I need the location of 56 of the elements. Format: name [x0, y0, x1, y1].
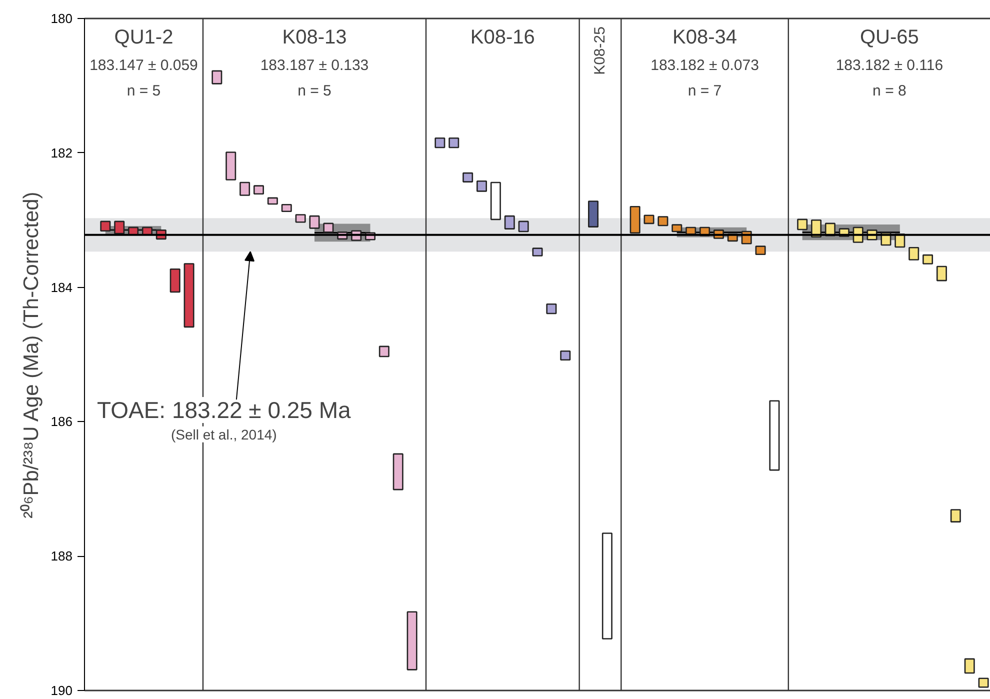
bar — [212, 70, 222, 84]
bar — [978, 678, 989, 688]
bar — [184, 263, 194, 328]
bar — [630, 206, 640, 234]
bar — [504, 215, 515, 230]
bar — [448, 137, 460, 148]
bar — [658, 216, 668, 226]
bar — [560, 350, 571, 361]
y-tick-label: 182 — [50, 145, 73, 160]
bar — [267, 197, 278, 205]
bar — [936, 266, 947, 282]
bar — [490, 182, 501, 220]
bar — [964, 658, 975, 674]
bar — [378, 346, 390, 358]
bar — [518, 220, 529, 232]
bar — [240, 182, 250, 196]
bar — [950, 509, 961, 522]
bar — [392, 453, 404, 490]
y-tick-label: 190 — [50, 683, 73, 698]
bar — [226, 152, 236, 180]
legend-label: TOAE: 183.22 ± 0.25 Ma — [96, 397, 352, 424]
bar — [755, 246, 766, 256]
annotation: QU-65 183.182 ± 0.116 n = 8 — [836, 26, 944, 100]
y-axis-title: ²⁰⁶Pb/²³⁸U Age (Ma) (Th-Corrected) — [20, 192, 43, 518]
y-tick-label: 188 — [50, 548, 73, 564]
bar — [406, 611, 418, 670]
y-tick-label: 186 — [50, 414, 73, 430]
bar — [476, 180, 487, 192]
bar — [253, 185, 264, 195]
bar — [100, 220, 111, 232]
y-tick-label: 180 — [50, 11, 73, 26]
bar — [281, 204, 292, 212]
bar — [532, 248, 543, 256]
bar — [462, 172, 474, 182]
bar — [797, 218, 808, 230]
bar — [170, 268, 180, 293]
bar — [672, 224, 682, 232]
annotation: K08-13 183.187 ± 0.133 n = 5 — [260, 26, 369, 100]
bar — [922, 254, 934, 264]
bar — [769, 400, 780, 471]
bar — [644, 214, 654, 224]
bar — [908, 247, 920, 260]
annotation: (Sell et al., 2014) — [170, 426, 277, 442]
annotation: QU1-2 183.147 ± 0.059 n = 5 — [90, 26, 198, 100]
bar — [309, 215, 320, 229]
bar — [114, 220, 125, 234]
bar — [323, 222, 334, 233]
annotation: K08-16 — [470, 26, 535, 49]
bar — [546, 303, 557, 314]
bar — [588, 200, 599, 228]
bar — [602, 532, 612, 640]
annotation: K08-34 183.182 ± 0.073 n = 7 — [650, 26, 759, 100]
bar — [434, 137, 446, 148]
bar — [295, 214, 306, 223]
y-tick-label: 184 — [50, 280, 73, 295]
annotation: K08-25 — [592, 26, 609, 75]
